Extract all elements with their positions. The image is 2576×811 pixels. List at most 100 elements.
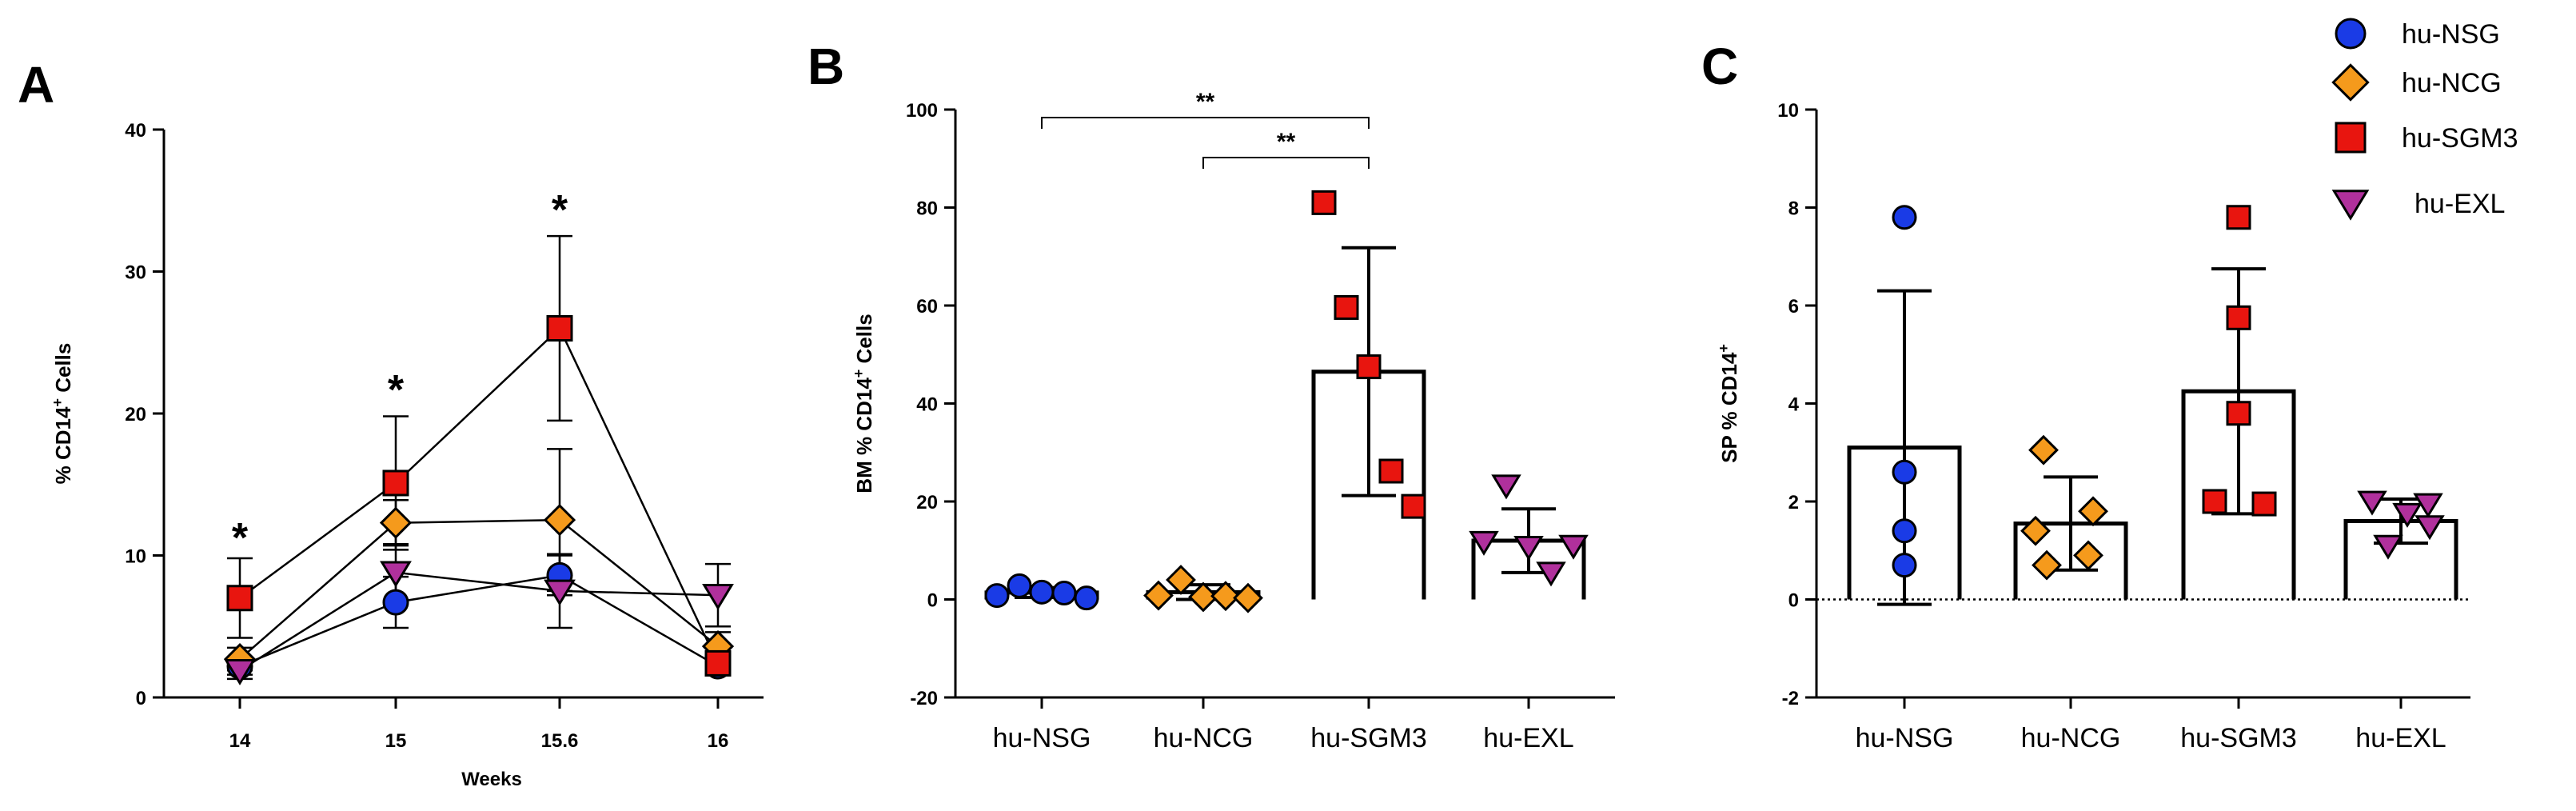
individual-point <box>1233 582 1263 613</box>
significance-bracket <box>1202 157 1370 169</box>
significance-label: ** <box>1196 89 1215 115</box>
individual-point <box>1188 581 1218 613</box>
individual-point <box>1513 535 1544 561</box>
y-tick-label: 100 <box>906 100 938 122</box>
individual-point <box>1892 459 1917 485</box>
legend-label: hu-NCG <box>2402 68 2502 98</box>
individual-point <box>1051 581 1077 606</box>
series-line <box>239 518 719 661</box>
individual-point <box>2226 401 2251 426</box>
individual-point <box>2392 502 2422 528</box>
legend-marker-hu-NCG <box>2331 63 2370 102</box>
y-tick-label: 60 <box>916 296 938 318</box>
individual-point <box>1469 530 1499 556</box>
individual-point <box>1491 474 1521 500</box>
individual-point <box>1311 190 1337 215</box>
data-point <box>379 506 413 539</box>
individual-point <box>2373 534 2403 560</box>
y-tick-label: 0 <box>1788 590 1799 612</box>
y-tick-label: 20 <box>916 492 938 513</box>
significance-bracket <box>1041 117 1370 129</box>
x-category-label: hu-EXL <box>2355 723 2446 753</box>
x-category-label: hu-NSG <box>1856 723 1954 753</box>
individual-point <box>2413 493 2443 518</box>
individual-point <box>1892 518 1917 544</box>
data-point <box>702 583 734 610</box>
y-tick-label: 4 <box>1788 394 1800 416</box>
data-point <box>546 315 573 342</box>
individual-point <box>1143 580 1174 611</box>
individual-point <box>1166 565 1196 595</box>
data-point <box>382 469 409 497</box>
individual-point <box>1536 561 1566 587</box>
individual-point <box>2202 489 2227 514</box>
y-axis-label: % CD14+ Cells <box>50 343 75 485</box>
x-tick-label: 14 <box>229 730 251 752</box>
individual-point <box>1892 205 1917 230</box>
significance-star: * <box>552 187 568 234</box>
y-tick-label: 10 <box>1777 100 1799 122</box>
legend: hu-NSG hu-NCG hu-SGM3 hu-EXL <box>2331 18 2518 221</box>
individual-point <box>1210 581 1241 612</box>
data-point <box>224 659 256 685</box>
y-tick-label: -20 <box>910 688 938 709</box>
x-category-label: hu-SGM3 <box>1310 723 1427 753</box>
data-point <box>704 649 732 677</box>
individual-point <box>2251 491 2277 517</box>
x-axis-label: Weeks <box>461 769 522 790</box>
y-tick-label: 8 <box>1788 198 1799 220</box>
y-tick-label: 10 <box>125 546 146 568</box>
panel-letter-b: B <box>807 38 844 95</box>
y-tick-label: 6 <box>1788 296 1799 318</box>
individual-point <box>2073 540 2103 571</box>
individual-point <box>1378 458 1404 484</box>
series-line <box>239 574 719 668</box>
individual-point <box>1074 585 1099 611</box>
data-point <box>544 579 576 606</box>
individual-point <box>2415 515 2445 541</box>
y-tick-label: 30 <box>125 262 146 284</box>
y-tick-label: 0 <box>136 688 146 709</box>
y-tick-label: 20 <box>125 404 146 425</box>
data-point <box>380 561 412 588</box>
individual-point <box>2226 205 2251 230</box>
individual-point <box>1356 354 1382 380</box>
individual-point <box>2028 434 2059 465</box>
series-line <box>239 571 719 672</box>
legend-marker-hu-EXL <box>2331 190 2370 221</box>
individual-point <box>1334 294 1359 320</box>
y-tick-label: 40 <box>916 394 938 416</box>
individual-point <box>1401 493 1426 519</box>
y-tick-label: 40 <box>125 120 146 142</box>
y-axis-label: BM % CD14+ Cells <box>851 314 876 493</box>
individual-point <box>2020 515 2051 546</box>
individual-point <box>984 583 1010 609</box>
panel-b-bm-bar-chart: -20 0 20 40 60 80 100 hu-NSG hu-NCG hu-SGM3 hu-EXL… <box>851 89 1615 753</box>
data-point <box>543 504 576 537</box>
individual-point <box>1007 573 1032 598</box>
panel-a-line-chart: 0 10 20 30 40 14 15 15.6 16 Weeks % CD14+ Cells * * * <box>50 120 764 790</box>
individual-point <box>2078 496 2108 527</box>
legend-label: hu-SGM3 <box>2402 123 2518 154</box>
y-tick-label: 2 <box>1788 492 1799 513</box>
x-category-label: hu-NSG <box>993 723 1091 753</box>
individual-point <box>2226 305 2251 330</box>
legend-marker-hu-SGM3 <box>2335 122 2367 154</box>
legend-label: hu-NSG <box>2402 19 2500 50</box>
significance-star: * <box>232 515 249 561</box>
x-tick-label: 15.6 <box>541 730 579 752</box>
individual-point <box>1892 553 1917 578</box>
x-tick-label: 15 <box>385 730 407 752</box>
panel-c-sp-bar-chart: -2 0 2 4 6 8 10 hu-NSG hu-NCG hu-SGM3 hu-EXL SP % C… <box>1716 100 2470 753</box>
panel-letter-c: C <box>1701 38 1738 95</box>
significance-star: * <box>388 367 405 413</box>
x-category-label: hu-NCG <box>2021 723 2121 753</box>
significance-label: ** <box>1277 129 1296 155</box>
x-category-label: hu-NCG <box>1154 723 1254 753</box>
legend-label: hu-EXL <box>2415 189 2505 219</box>
x-category-label: hu-EXL <box>1483 723 1573 753</box>
series-line <box>239 326 720 664</box>
individual-point <box>1558 534 1589 560</box>
y-axis-label: SP % CD14+ <box>1716 344 1741 463</box>
